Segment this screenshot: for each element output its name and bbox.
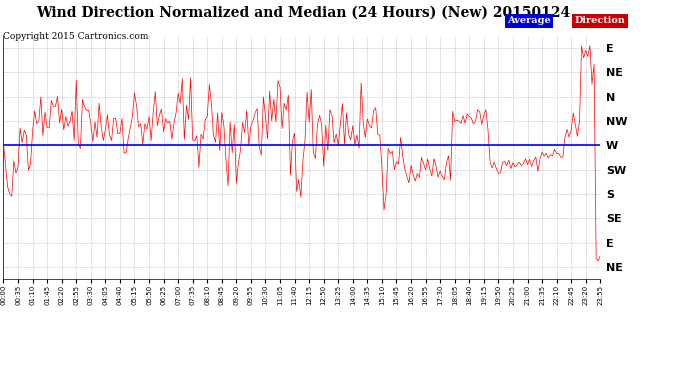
Text: Average: Average bbox=[507, 16, 551, 25]
Text: Copyright 2015 Cartronics.com: Copyright 2015 Cartronics.com bbox=[3, 32, 149, 41]
Text: Direction: Direction bbox=[575, 16, 626, 25]
Text: Wind Direction Normalized and Median (24 Hours) (New) 20150124: Wind Direction Normalized and Median (24… bbox=[37, 6, 571, 20]
